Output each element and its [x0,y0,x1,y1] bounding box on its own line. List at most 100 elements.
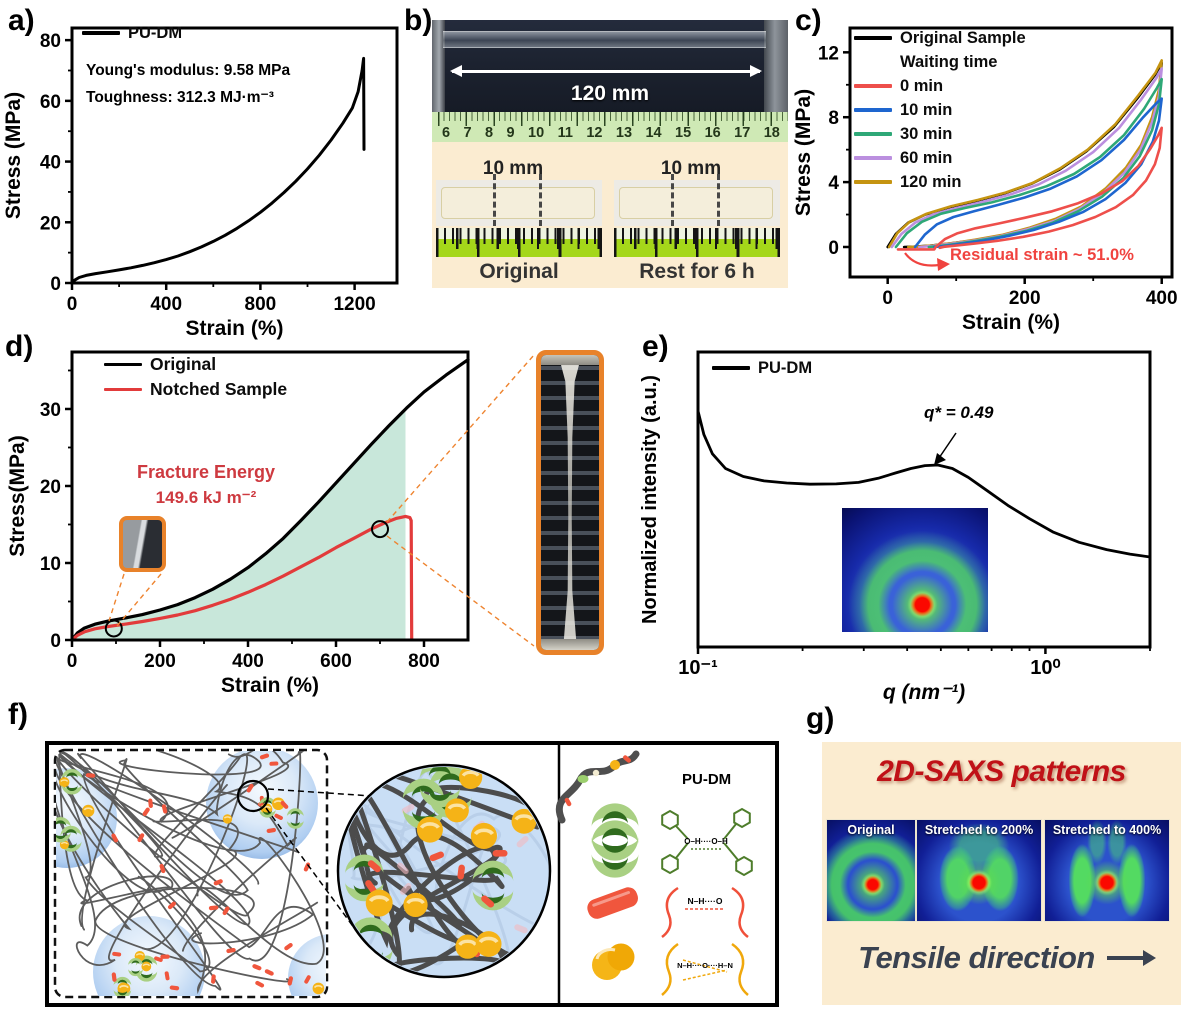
legend-swatch [854,36,892,40]
ruler-number: 18 [763,125,780,141]
stretched-sample-photo: 120 mm [432,20,788,112]
saxs-2d-inset-image [842,508,988,632]
sample-photo [436,174,602,226]
svg-text:Strain (%): Strain (%) [962,311,1060,334]
residual-strain-arrow-icon [937,258,950,271]
svg-text:Strain (%): Strain (%) [185,317,283,340]
saxs-patterns-card: 2D-SAXS patterns Original Stretched to 20… [822,742,1181,1005]
panel-label-a: a) [8,4,35,37]
svg-text:200: 200 [144,651,176,672]
ruler-number: 11 [557,125,573,141]
legend-label: PU-DM [128,23,183,42]
legend-swatch [854,156,892,160]
svg-text:Stress(MPa): Stress(MPa) [6,435,29,556]
legend-row: PU-DM [82,21,182,45]
magnifier-source-circle [236,779,270,813]
ruler-number: 8 [485,125,494,141]
svg-text:0: 0 [882,288,893,309]
series-pu-dm [696,409,1152,559]
series-0-min [896,126,1163,251]
urethane-hbond-motif-icon [587,887,638,919]
ruler-numbers: 6 7 8 9 10 11 12 13 14 15 16 17 18 [432,125,788,141]
transparent-sample-strip [443,31,766,48]
legend-swatch [854,132,892,136]
sample-photo [614,174,780,226]
caption-original: Original [479,260,559,283]
ruler-number: 16 [704,125,721,141]
tensile-direction-text: Tensile direction [858,940,1095,975]
svg-text:0: 0 [67,651,78,672]
urethane-hbond-structure [661,886,749,938]
panel-label-d: d) [5,330,34,363]
right-clamp [764,20,788,112]
svg-text:Strain (%): Strain (%) [221,674,319,697]
green-ruler: 6 7 8 9 10 11 12 13 14 15 16 17 18 [432,112,788,142]
modulus-toughness-annotation: Young's modulus: 9.58 MPa Toughness: 312… [86,57,290,111]
svg-text:1200: 1200 [333,294,375,315]
fracture-stress-strain-chart-d: 0 200 400 600 800 0 10 20 30 Strain (%) Stress(MPa… [6,350,535,697]
svg-text:8: 8 [828,108,839,129]
svg-text:600: 600 [320,651,352,672]
svg-text:20: 20 [40,213,61,234]
fracture-energy-value: 149.6 kJ m⁻² [155,488,257,507]
svg-text:0: 0 [828,238,839,259]
svg-text:0: 0 [50,631,61,652]
legend-label: PU-DM [758,358,813,377]
ruler-number: 9 [506,125,515,141]
gauge-comparison-panel: 10 mm Original 10 mm [432,142,788,288]
series-10-min [913,97,1163,249]
ruler-number: 6 [442,125,451,141]
legend-row: 120 min [854,170,1026,194]
black-ruler [614,228,780,257]
legend-label: 30 min [900,124,953,143]
rested-sample-card: 10 mm Rest for 6 h [614,158,780,283]
q-star-arrow-icon [934,453,946,465]
stretched-notched-sample-photo [536,350,604,655]
legend-label: 10 min [900,100,953,119]
saxs-tile-0: Original [826,819,916,922]
bottom-clamp [541,639,599,650]
tensile-direction-label: Tensile direction [822,940,1181,976]
highlight-circle [371,520,389,539]
svg-text:Normalized intensity (a.u.): Normalized intensity (a.u.) [639,375,661,624]
saxs-tile-2: Stretched to 400% [1044,819,1170,922]
ruler-number: 17 [734,125,751,141]
yellow-bond-label: N–H····O····H–N [677,961,733,970]
legend-row: Original Sample [854,26,1026,50]
gauge-mark-right [539,174,542,226]
legend-row: 0 min [854,74,1026,98]
fracture-energy-annotation: Fracture Energy 149.6 kJ m⁻² [116,459,296,511]
toughness-text: Toughness: 312.3 MJ·m⁻³ [86,89,274,106]
sample-photo-panel: 120 mm 6 7 8 9 10 11 12 13 14 15 16 17 18 10 mm Orig… [432,16,788,288]
svg-text:80: 80 [40,31,61,52]
dashed-region-box [53,748,329,999]
panel-label-c: c) [795,4,822,37]
gauge-label: 10 mm [482,158,544,179]
gauge-mark-left [671,174,674,226]
black-ruler [436,228,602,257]
urea-hbond-motif-icon [592,943,635,980]
legend-swatch [104,362,142,367]
svg-text:0: 0 [50,274,61,295]
length-arrow [450,65,762,77]
svg-text:4: 4 [828,173,839,194]
legend-row: Notched Sample [104,377,287,402]
soft-domain [288,934,326,996]
top-clamp [541,355,599,365]
ruler-number: 13 [615,125,633,141]
phenol-hbond-structure [661,807,753,877]
legend-swatch [854,60,892,64]
svg-text:q (nm⁻¹): q (nm⁻¹) [883,681,965,704]
soft-domain [56,768,117,868]
svg-text:400: 400 [232,651,264,672]
residual-strain-annotation: Residual strain ~ 51.0% [950,246,1134,264]
legend-swatch [854,108,892,112]
svg-text:0: 0 [67,294,78,315]
q-star-annotation: q* = 0.49 [924,403,994,422]
legend-swatch [854,84,892,88]
ruler-number: 12 [586,125,603,141]
red-bond-label: N–H····O [688,896,723,906]
ruler-number: 15 [675,125,692,141]
svg-text:800: 800 [245,294,277,315]
